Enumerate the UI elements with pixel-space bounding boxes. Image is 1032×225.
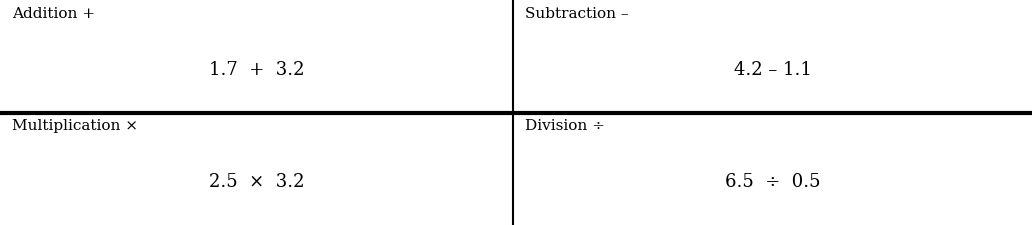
Text: 1.7  +  3.2: 1.7 + 3.2 — [208, 61, 304, 79]
Text: Multiplication ×: Multiplication × — [12, 119, 138, 133]
Text: 6.5  ÷  0.5: 6.5 ÷ 0.5 — [724, 173, 820, 191]
Text: 2.5  ×  3.2: 2.5 × 3.2 — [208, 173, 304, 191]
Text: 4.2 – 1.1: 4.2 – 1.1 — [734, 61, 811, 79]
Text: Addition +: Addition + — [12, 7, 95, 21]
Text: Subtraction –: Subtraction – — [525, 7, 628, 21]
Text: Division ÷: Division ÷ — [525, 119, 605, 133]
